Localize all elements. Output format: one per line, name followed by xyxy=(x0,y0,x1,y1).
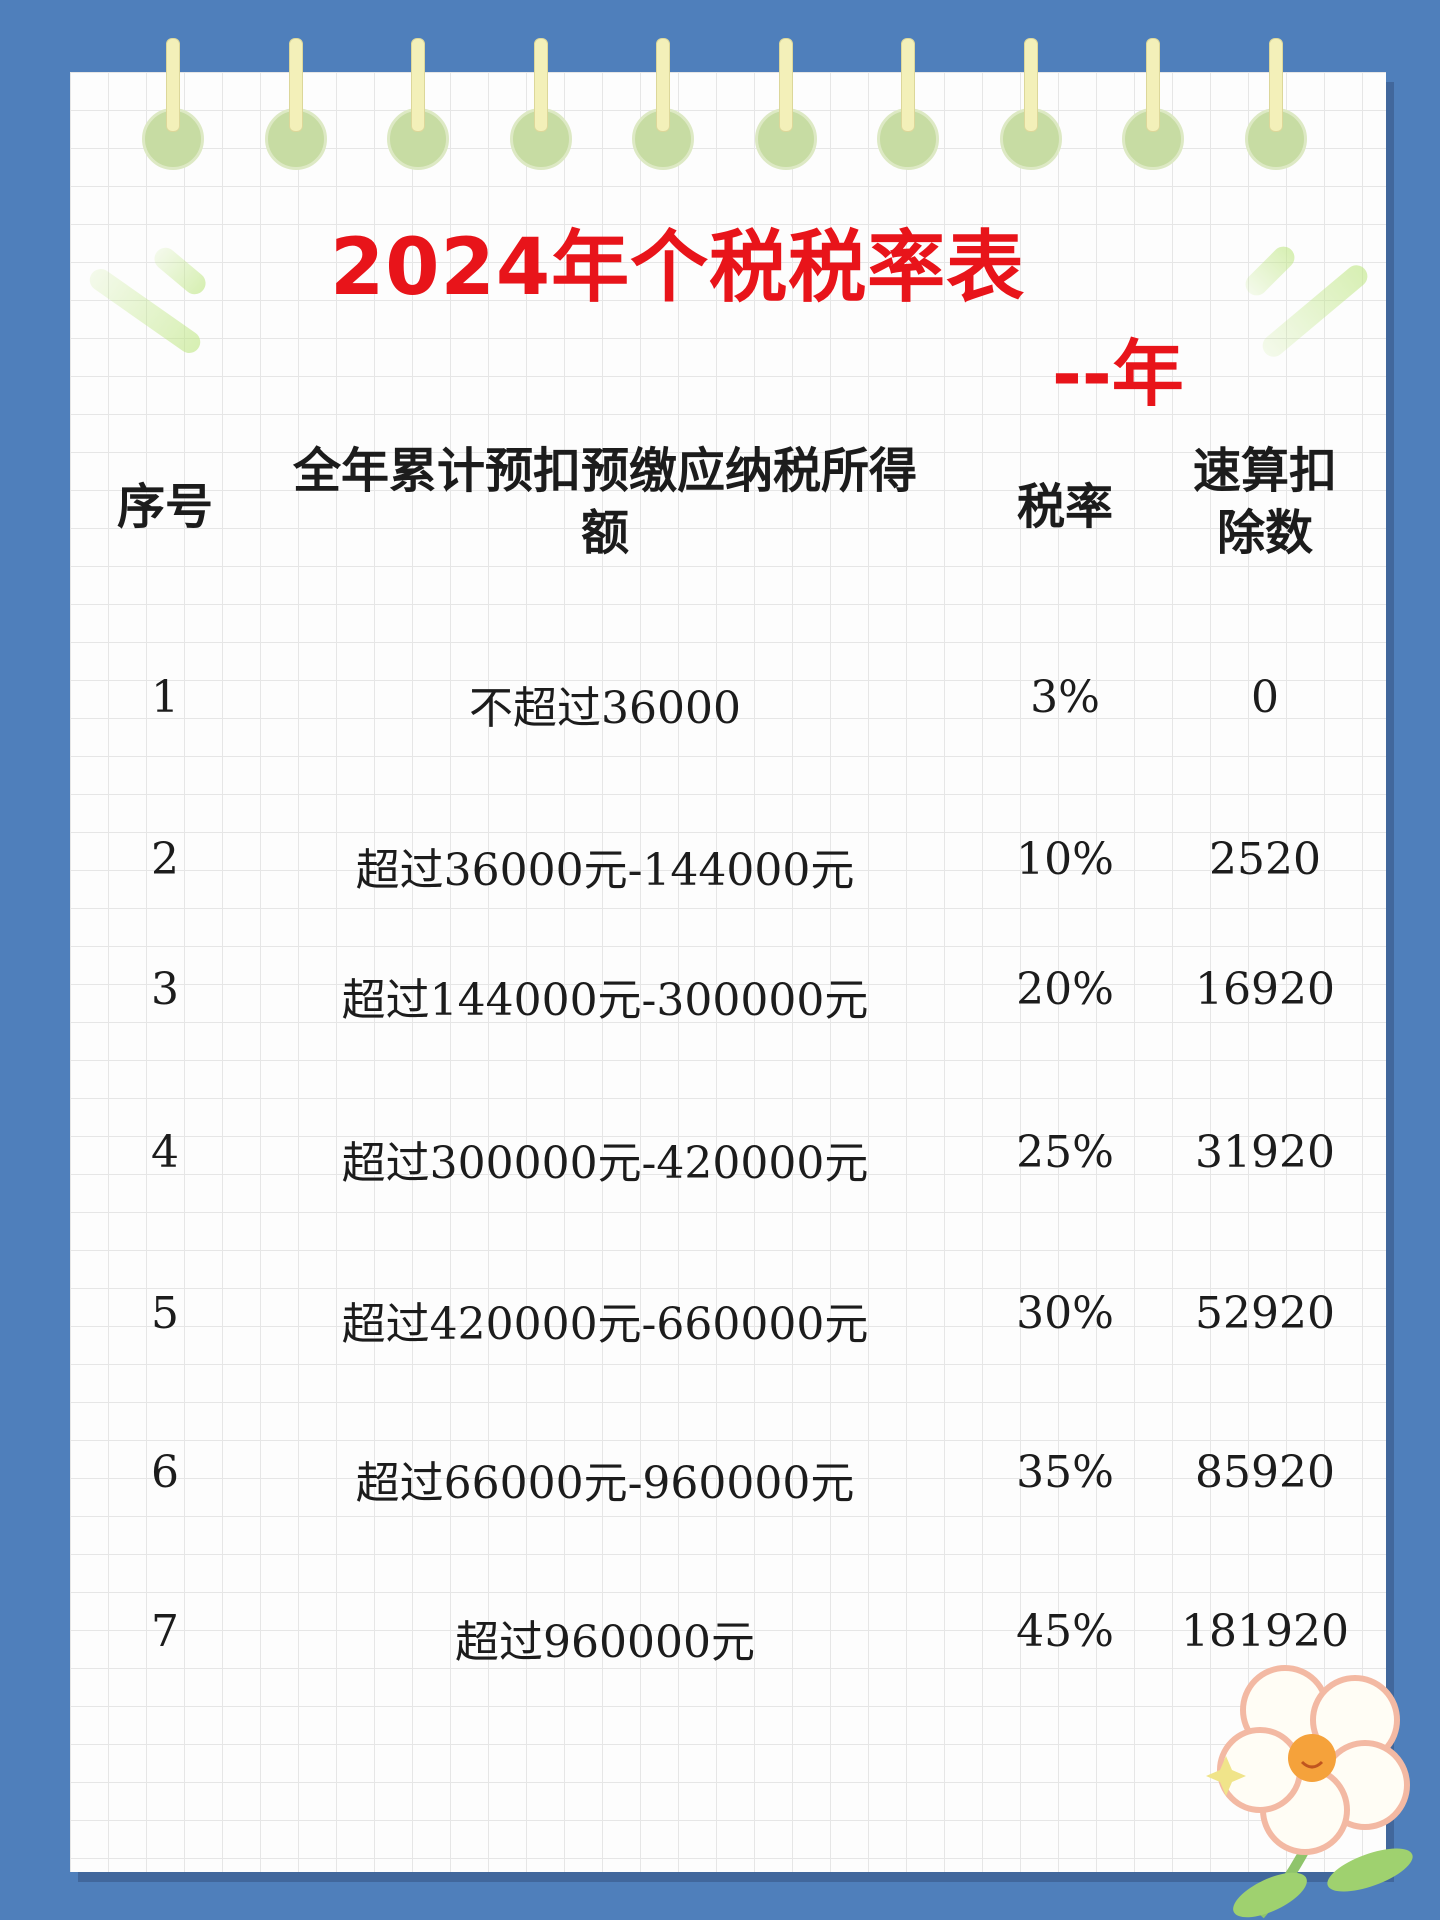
notebook-ring-peg xyxy=(901,38,915,132)
notebook-ring-icon xyxy=(142,108,204,170)
notebook-ring-peg xyxy=(1146,38,1160,132)
notebook-ring-peg xyxy=(166,38,180,132)
row-deduction: 2520 xyxy=(1209,834,1321,885)
row-deduction: 16920 xyxy=(1195,964,1335,1015)
row-income: 不超过36000 xyxy=(469,683,741,734)
row-rate: 10% xyxy=(1016,834,1114,885)
row-index: 1 xyxy=(151,672,179,723)
page-subtitle: --年 xyxy=(1052,332,1184,416)
row-income: 超过66000元-960000元 xyxy=(355,1458,855,1509)
row-index: 2 xyxy=(151,834,179,885)
row-index: 5 xyxy=(151,1288,179,1339)
header-index: 序号 xyxy=(116,479,213,535)
header-rate: 税率 xyxy=(1016,479,1113,535)
header-income: 全年累计预扣预缴应纳税所得 额 xyxy=(245,440,965,564)
notebook-ring-peg xyxy=(288,38,303,132)
notebook-ring-icon xyxy=(1122,108,1184,170)
row-deduction: 52920 xyxy=(1195,1288,1335,1339)
header-deduction-line1: 速算扣 xyxy=(1192,443,1337,499)
row-income: 超过420000元-660000元 xyxy=(341,1299,869,1350)
row-deduction: 181920 xyxy=(1181,1606,1349,1657)
row-rate: 20% xyxy=(1016,964,1114,1015)
row-income: 超过36000元-144000元 xyxy=(355,845,855,896)
row-index: 6 xyxy=(151,1447,179,1498)
row-income: 超过960000元 xyxy=(455,1617,755,1668)
header-income-line2: 额 xyxy=(580,505,629,561)
page-title: 2024年个税税率表 xyxy=(330,223,1026,313)
row-rate: 30% xyxy=(1016,1288,1114,1339)
row-rate: 35% xyxy=(1016,1447,1114,1498)
row-index: 7 xyxy=(151,1606,179,1657)
flower-icon xyxy=(1206,1665,1413,1919)
notebook-ring-peg xyxy=(533,38,548,132)
notebook-page xyxy=(70,72,1386,1872)
notebook-ring-peg xyxy=(656,38,670,132)
row-rate: 3% xyxy=(1030,672,1100,723)
row-rate: 25% xyxy=(1016,1127,1114,1178)
row-income: 超过300000元-420000元 xyxy=(341,1138,869,1189)
notebook-ring-peg xyxy=(778,38,793,132)
row-index: 4 xyxy=(151,1127,179,1178)
row-deduction: 85920 xyxy=(1195,1447,1335,1498)
notebook-ring-peg xyxy=(1023,38,1038,132)
header-deduction-line2: 除数 xyxy=(1216,505,1313,561)
header-deduction: 速算扣 除数 xyxy=(1160,440,1370,564)
notebook-ring-peg xyxy=(411,38,425,132)
row-deduction: 0 xyxy=(1251,672,1279,723)
row-income: 超过144000元-300000元 xyxy=(341,975,869,1026)
header-income-line1: 全年累计预扣预缴应纳税所得 xyxy=(292,443,917,499)
row-deduction: 31920 xyxy=(1195,1127,1335,1178)
row-index: 3 xyxy=(151,964,179,1015)
row-rate: 45% xyxy=(1016,1606,1114,1657)
notebook-ring-peg xyxy=(1268,38,1283,132)
